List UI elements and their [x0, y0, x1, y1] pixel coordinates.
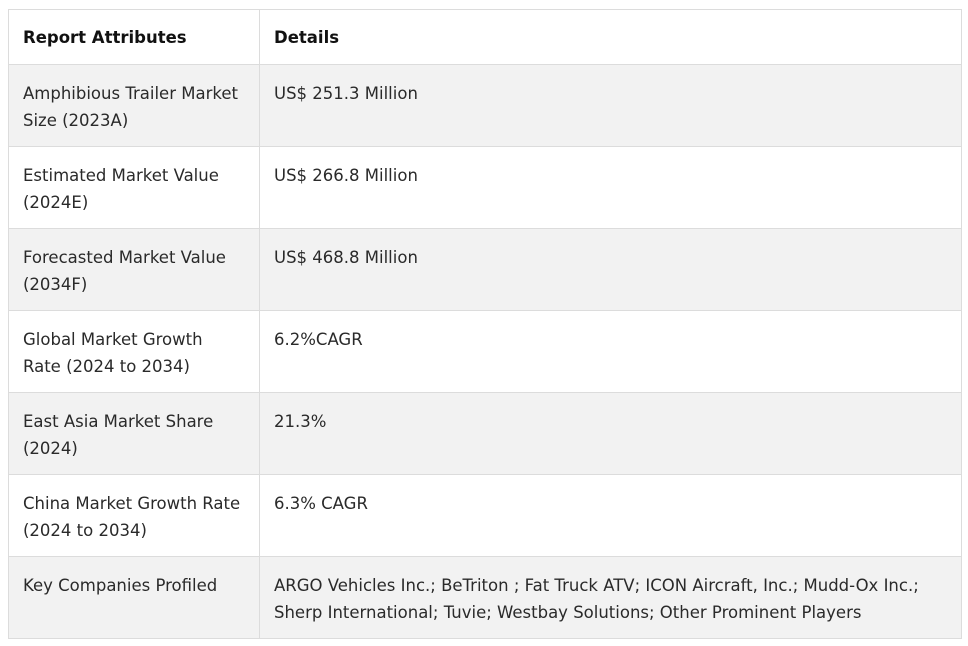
table-row: Estimated Market Value (2024E) US$ 266.8…: [8, 146, 962, 229]
table-row: East Asia Market Share (2024) 21.3%: [8, 392, 962, 475]
header-report-attributes: Report Attributes: [8, 9, 260, 65]
report-attributes-table-container: Report Attributes Details Amphibious Tra…: [8, 9, 962, 639]
attribute-cell: Key Companies Profiled: [8, 556, 260, 639]
table-header-row: Report Attributes Details: [8, 9, 962, 65]
details-cell: US$ 251.3 Million: [259, 64, 962, 147]
attribute-cell: East Asia Market Share (2024): [8, 392, 260, 475]
attribute-cell: Forecasted Market Value (2034F): [8, 228, 260, 311]
report-attributes-table: Report Attributes Details Amphibious Tra…: [8, 9, 962, 639]
details-cell: 6.3% CAGR: [259, 474, 962, 557]
table-row: Amphibious Trailer Market Size (2023A) U…: [8, 64, 962, 147]
header-details: Details: [259, 9, 962, 65]
details-cell: US$ 266.8 Million: [259, 146, 962, 229]
attribute-cell: China Market Growth Rate (2024 to 2034): [8, 474, 260, 557]
details-cell: US$ 468.8 Million: [259, 228, 962, 311]
details-cell: ARGO Vehicles Inc.; BeTriton ; Fat Truck…: [259, 556, 962, 639]
details-cell: 6.2%CAGR: [259, 310, 962, 393]
table-row: China Market Growth Rate (2024 to 2034) …: [8, 474, 962, 557]
attribute-cell: Global Market Growth Rate (2024 to 2034): [8, 310, 260, 393]
table-row: Forecasted Market Value (2034F) US$ 468.…: [8, 228, 962, 311]
attribute-cell: Estimated Market Value (2024E): [8, 146, 260, 229]
details-cell: 21.3%: [259, 392, 962, 475]
table-row: Key Companies Profiled ARGO Vehicles Inc…: [8, 556, 962, 639]
table-row: Global Market Growth Rate (2024 to 2034)…: [8, 310, 962, 393]
attribute-cell: Amphibious Trailer Market Size (2023A): [8, 64, 260, 147]
